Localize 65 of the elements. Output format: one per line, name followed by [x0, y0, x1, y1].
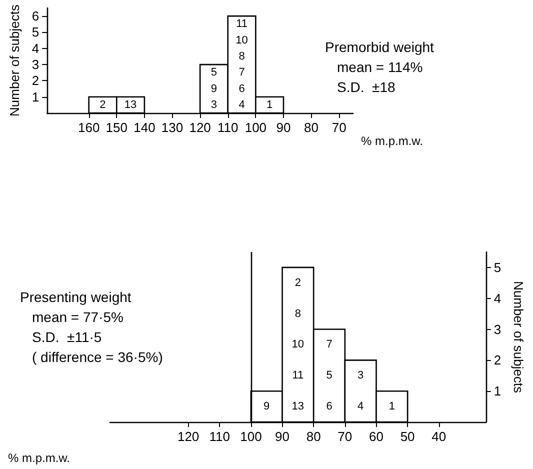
x-tick-label: 90: [276, 120, 291, 135]
x-tick-label: 120: [189, 120, 211, 135]
x-tick-label: 100: [240, 429, 262, 444]
y-tick-label: 5: [32, 24, 40, 40]
annotation: S.D. ±18: [337, 79, 396, 95]
x-tick-label: 110: [218, 120, 238, 135]
x-axis-title: % m.p.m.w.: [8, 451, 70, 465]
x-tick-label: 110: [209, 429, 230, 444]
annotation: 8: [294, 308, 301, 320]
annotation: 4: [238, 98, 245, 111]
annotation: 5: [326, 370, 332, 382]
y-axis-title: Number of subjects: [7, 4, 22, 116]
annotation: 8: [238, 50, 245, 62]
y2-tick-label: 1: [494, 384, 502, 399]
annotation: 6: [238, 82, 245, 95]
annotation: mean = 114%: [337, 59, 423, 75]
x-tick-label: 60: [369, 429, 384, 444]
x-tick-label: 80: [306, 429, 321, 444]
x-tick-label: 150: [106, 120, 128, 135]
text: S.D. ±11·5: [32, 329, 102, 345]
y2-tick-label: 2: [494, 352, 502, 368]
annotation: 13: [292, 400, 304, 413]
annotation: 11: [236, 18, 248, 30]
y2-axis-title: Number of subjects: [511, 281, 526, 394]
y-tick-label: 3: [32, 57, 40, 72]
annotation: 6: [326, 400, 332, 413]
annotation: ( difference = 36·5%): [32, 349, 163, 365]
x-tick-label: 70: [338, 429, 352, 444]
annotation: mean = 77·5%: [32, 309, 124, 325]
annotation: 10: [236, 34, 248, 46]
annotation: 3: [358, 370, 364, 382]
annotation: 7: [238, 66, 245, 79]
annotation: 9: [264, 400, 270, 413]
y2-tick-label: 5: [494, 260, 502, 275]
y-tick-label: 4: [32, 40, 40, 56]
annotation: Presenting weight: [20, 289, 132, 305]
annotation: 11: [292, 370, 304, 382]
annotation: Premorbid weight: [325, 39, 434, 55]
annotation: 1: [388, 400, 395, 413]
x-tick-label: 50: [400, 429, 415, 444]
annotation: 10: [292, 338, 304, 351]
annotation: 2: [294, 276, 301, 289]
x-axis-title: % m.p.m.w.: [361, 134, 424, 148]
annotation: 2: [100, 98, 106, 111]
x-tick-label: 90: [275, 429, 290, 444]
x-tick-label: 120: [177, 429, 200, 444]
y-tick-label: 1: [32, 89, 40, 104]
x-tick-label: 70: [332, 120, 346, 135]
x-tick-label: 160: [78, 120, 100, 135]
x-tick-label: 80: [304, 120, 319, 135]
y2-tick-label: 4: [494, 290, 502, 306]
annotation: 1: [266, 98, 273, 111]
annotation: 5: [210, 66, 218, 79]
annotation: 4: [358, 400, 364, 413]
annotation: 7: [326, 338, 332, 351]
x-tick-label: 130: [161, 120, 184, 135]
y2-tick-label: 3: [494, 322, 502, 337]
x-tick-label: 100: [244, 120, 267, 135]
annotation: 3: [210, 98, 218, 111]
x-tick-label: 140: [134, 120, 156, 135]
annotation: 9: [210, 82, 218, 95]
annotation: 13: [124, 98, 137, 111]
y-tick-label: 6: [32, 8, 40, 24]
y-tick-label: 2: [32, 73, 40, 88]
x-tick-label: 40: [432, 429, 446, 444]
